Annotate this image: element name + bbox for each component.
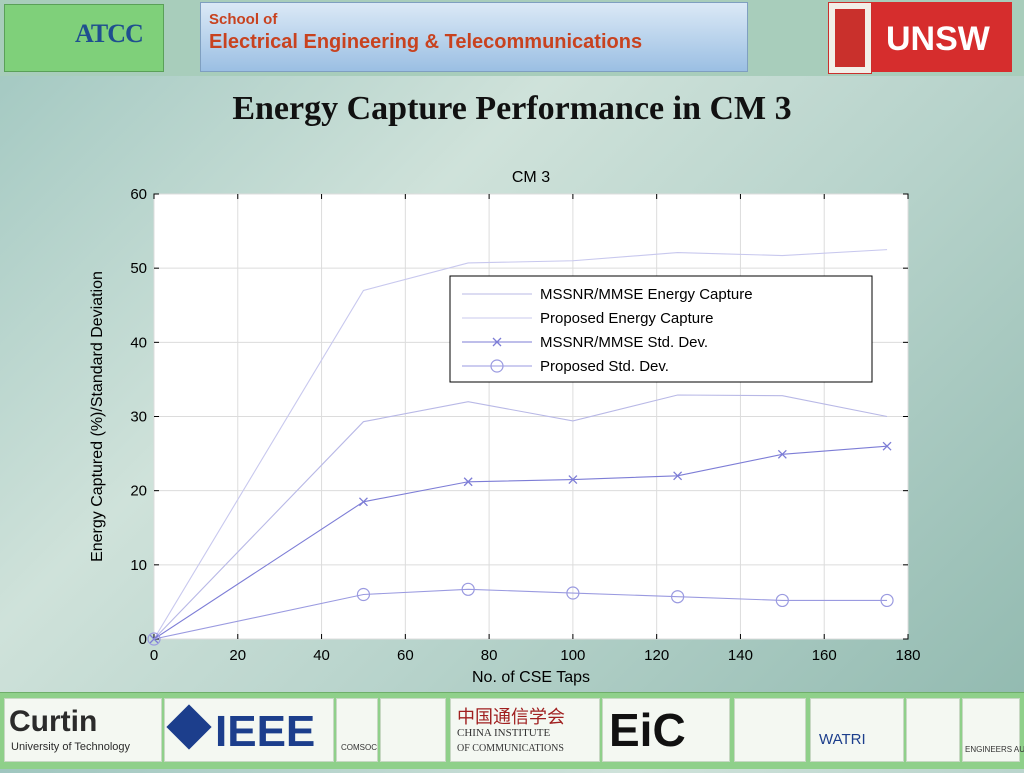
x-axis-label: No. of CSE Taps	[472, 669, 590, 686]
curtin-logo-sub: University of Technology	[11, 741, 131, 753]
comsoc-logo: COMSOC	[336, 698, 378, 762]
x-tick-label: 20	[229, 647, 246, 664]
x-tick-label: 80	[481, 647, 498, 664]
y-tick-label: 40	[130, 334, 147, 351]
watri-logo: WATRI	[810, 698, 904, 762]
legend-label-1: MSSNR/MMSE Energy Capture	[540, 286, 753, 303]
series-4-point	[461, 582, 475, 596]
ieee-diamond-icon	[166, 704, 212, 750]
x-tick-label: 0	[150, 647, 158, 664]
series-4-point	[356, 587, 371, 602]
ieee-logo: IEEE	[164, 698, 334, 762]
x-tick-label: 60	[397, 647, 414, 664]
series-4-point	[775, 593, 789, 608]
engineers-australia-logo-text: ENGINEERS AUSTRALIA	[965, 745, 1024, 754]
y-tick-label: 30	[130, 409, 147, 426]
x-tick-label: 40	[313, 647, 330, 664]
y-tick-label: 20	[130, 483, 147, 500]
unsw-crest-icon	[828, 2, 872, 74]
eic-logo: EiC	[602, 698, 730, 762]
university-crest-icon	[906, 698, 960, 762]
x-tick-label: 100	[560, 647, 585, 664]
legend-label-4: Proposed Std. Dev.	[540, 358, 669, 375]
atcc-logo-text: ATCC	[75, 19, 144, 48]
y-tick-label: 60	[130, 186, 147, 203]
atcc-logo: ATCC	[4, 4, 164, 72]
series-4-point	[880, 593, 894, 608]
cic-logo: 中国通信学会 CHINA INSTITUTE OF COMMUNICATIONS	[450, 698, 600, 762]
series-3-point	[463, 477, 473, 487]
series-3-point	[673, 471, 683, 481]
y-tick-label: 50	[130, 260, 147, 277]
comsoc-logo-text: COMSOC	[341, 743, 377, 752]
slide-title: Energy Capture Performance in CM 3	[232, 90, 792, 127]
x-tick-label: 140	[728, 647, 753, 664]
series-3-point	[777, 449, 787, 459]
chart-title: CM 3	[512, 169, 550, 186]
cic-logo-en2: OF COMMUNICATIONS	[457, 743, 564, 754]
legend-marker-4	[490, 359, 504, 373]
school-banner-line1: School of	[209, 11, 278, 28]
legend-marker-3	[492, 337, 502, 347]
legend-label-2: Proposed Energy Capture	[540, 310, 713, 327]
x-tick-label: 120	[644, 647, 669, 664]
eic-logo-text: EiC	[609, 704, 686, 756]
curtin-logo: Curtin University of Technology	[4, 698, 162, 762]
y-tick-label: 10	[130, 557, 147, 574]
school-banner-line2: Electrical Engineering & Telecommunicati…	[209, 31, 643, 53]
series-3-point	[358, 497, 368, 507]
unsw-logo: UNSW	[872, 2, 1012, 72]
ieee-logo-text: IEEE	[215, 707, 316, 756]
series-4-point	[147, 632, 161, 646]
y-tick-label: 0	[139, 631, 147, 648]
y-axis-label: Energy Captured (%)/Standard Deviation	[89, 271, 106, 562]
series-line-4	[153, 588, 888, 640]
series-line-2	[153, 249, 888, 640]
itcs-seal-icon	[734, 698, 806, 762]
legend-label-3: MSSNR/MMSE Std. Dev.	[540, 334, 708, 351]
series-4-point	[671, 590, 685, 604]
x-tick-label: 180	[895, 647, 920, 664]
cic-logo-en1: CHINA INSTITUTE	[457, 727, 551, 739]
watri-logo-text: WATRI	[819, 731, 866, 748]
series-4-point	[566, 586, 580, 600]
series-3-point	[882, 441, 892, 451]
x-tick-label: 160	[812, 647, 837, 664]
unsw-logo-text: UNSW	[886, 20, 990, 58]
series-3-point	[568, 475, 578, 485]
school-banner: School of Electrical Engineering & Telec…	[200, 2, 748, 72]
series-line-1	[153, 394, 888, 640]
engineers-australia-logo: ENGINEERS AUSTRALIA	[962, 698, 1024, 762]
curtin-logo-name: Curtin	[9, 705, 98, 738]
cic-logo-cn: 中国通信学会	[457, 707, 565, 728]
cic-emblem-icon	[380, 698, 446, 762]
